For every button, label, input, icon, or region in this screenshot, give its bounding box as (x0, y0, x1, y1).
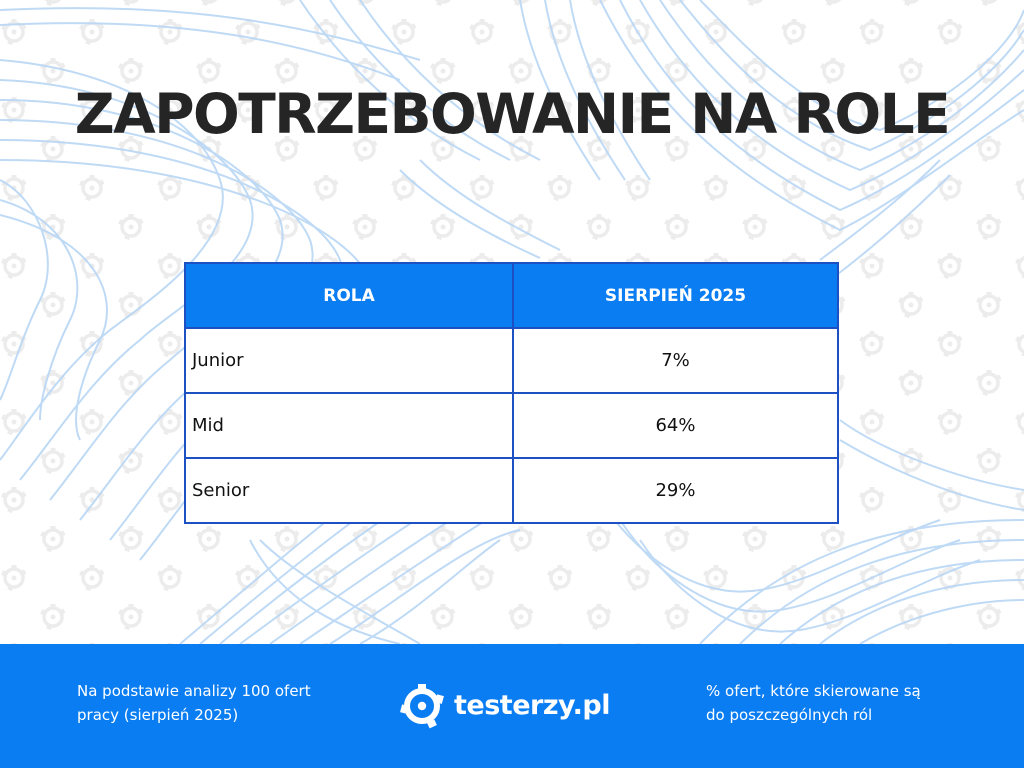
footer-metric-note: % ofert, które skierowane są do poszczeg… (706, 679, 986, 727)
brand-name: testerzy.pl (454, 689, 611, 721)
role-cell: Senior (184, 457, 514, 524)
table-row: Senior 29% (184, 457, 839, 524)
value-cell: 29% (512, 457, 839, 524)
footer-bar: Na podstawie analizy 100 ofert pracy (si… (0, 644, 1024, 768)
footer-source-line-1: Na podstawie analizy 100 ofert (77, 682, 311, 700)
page-title: ZAPOTRZEBOWANIE NA ROLE (74, 82, 951, 146)
column-header-month: SIERPIEŃ 2025 (512, 262, 839, 329)
footer-source-note: Na podstawie analizy 100 ofert pracy (si… (77, 679, 367, 727)
table-header-row: ROLA SIERPIEŃ 2025 (184, 262, 839, 329)
role-cell: Mid (184, 392, 514, 459)
background-pattern (0, 0, 1024, 644)
roles-table: ROLA SIERPIEŃ 2025 Junior 7% Mid 64% Sen… (184, 262, 839, 524)
footer-metric-line-1: % ofert, które skierowane są (706, 682, 921, 700)
gear-target-icon (400, 684, 444, 729)
table-row: Junior 7% (184, 327, 839, 394)
roles-table-container: ROLA SIERPIEŃ 2025 Junior 7% Mid 64% Sen… (184, 262, 839, 524)
footer-metric-line-2: do poszczególnych ról (706, 706, 873, 724)
role-cell: Junior (184, 327, 514, 394)
brand-logo: testerzy.pl (398, 677, 611, 733)
value-cell: 7% (512, 327, 839, 394)
footer-source-line-2: pracy (sierpień 2025) (77, 706, 239, 724)
column-header-role: ROLA (184, 262, 514, 329)
table-row: Mid 64% (184, 392, 839, 459)
value-cell: 64% (512, 392, 839, 459)
